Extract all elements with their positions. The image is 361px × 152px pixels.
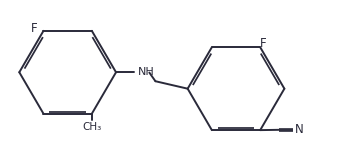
Text: N: N [295,123,303,136]
Text: F: F [260,37,266,50]
Text: CH₃: CH₃ [82,122,101,132]
Text: NH: NH [138,67,154,76]
Text: F: F [31,22,38,35]
